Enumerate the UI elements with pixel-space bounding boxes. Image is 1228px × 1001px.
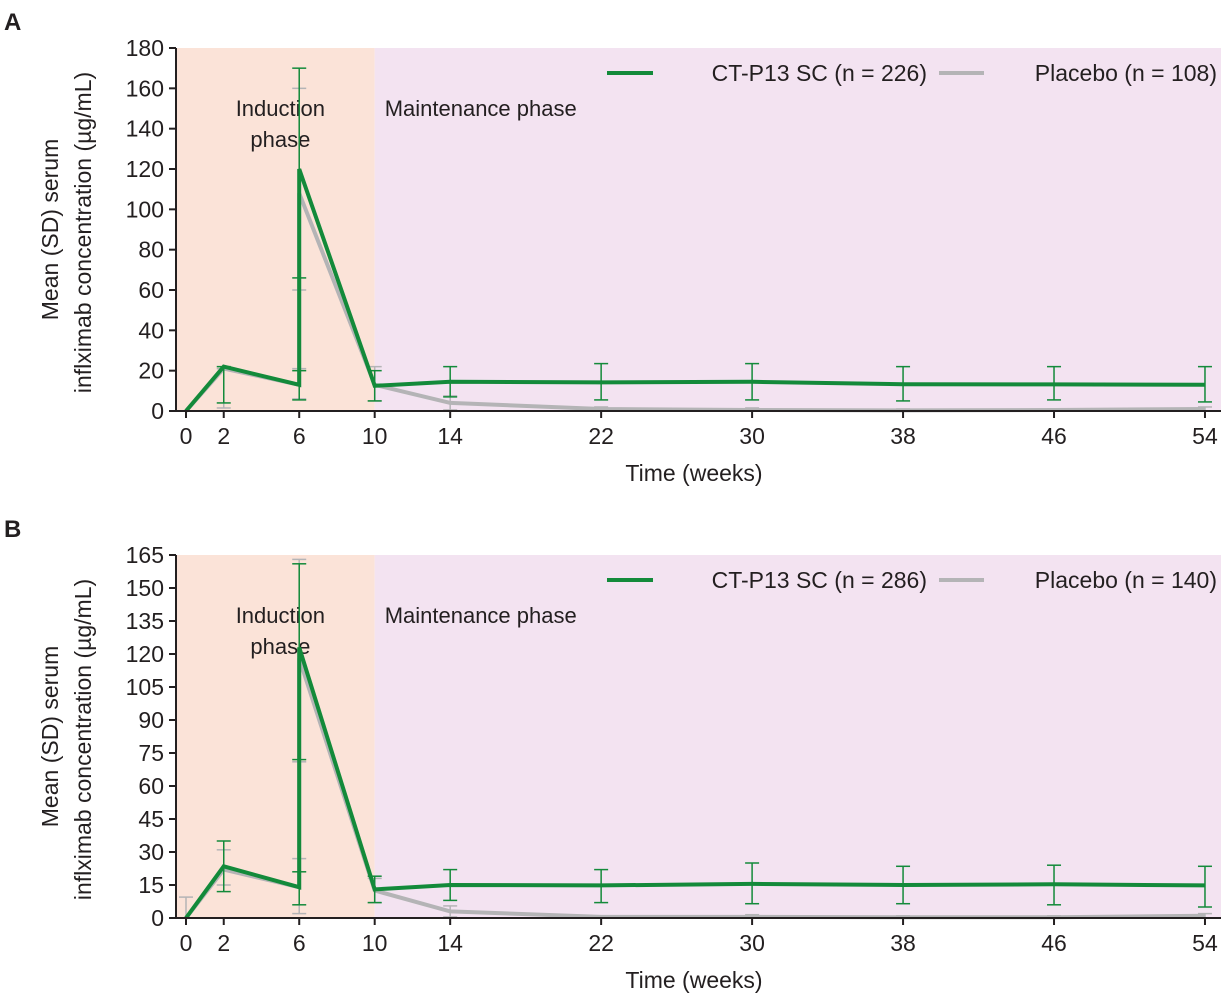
y-tick-label: 80 — [138, 237, 164, 263]
x-axis-title: Time (weeks) — [625, 460, 762, 486]
legend-label-placebo: Placebo (n = 108) — [1035, 60, 1217, 86]
phase-backgrounds — [176, 555, 1221, 918]
induction-phase-label-line2: phase — [250, 127, 310, 152]
y-axis-title: Mean (SD) serum inflximab concentration … — [37, 579, 96, 900]
x-tick-label: 46 — [1041, 930, 1067, 956]
maintenance-phase-label: Maintenance phase — [385, 603, 577, 628]
series-ctp13 — [184, 563, 1212, 920]
y-tick-label: 100 — [126, 196, 164, 222]
x-tick-label: 38 — [890, 423, 916, 449]
x-tick-label: 54 — [1192, 930, 1218, 956]
y-tick-label: 180 — [126, 35, 164, 61]
x-tick-label: 38 — [890, 930, 916, 956]
legend: CT-P13 SC (n = 226) Placebo (n = 108) — [607, 60, 1217, 86]
y-tick-label: 90 — [138, 707, 164, 733]
y-axis-title-line1: Mean (SD) serum — [37, 646, 63, 827]
maintenance-phase-background — [374, 555, 1221, 918]
x-tick-label: 6 — [293, 930, 306, 956]
panel-letter: A — [4, 9, 21, 36]
legend-label-ctp13: CT-P13 SC (n = 286) — [712, 567, 927, 593]
y-tick-label: 160 — [126, 75, 164, 101]
x-tick-label: 2 — [217, 930, 230, 956]
x-tick-label: 0 — [180, 423, 193, 449]
y-tick-label: 120 — [126, 156, 164, 182]
y-tick-label: 135 — [126, 608, 164, 634]
y-tick-label: 75 — [138, 740, 164, 766]
y-tick-label: 0 — [151, 905, 164, 931]
y-tick-label: 30 — [138, 839, 164, 865]
panel-b: B Induction phase Maintenance phase CT-P… — [4, 516, 1221, 993]
x-tick-label: 30 — [739, 930, 765, 956]
x-tick-label: 6 — [293, 423, 306, 449]
phase-labels: Induction phase Maintenance phase — [236, 603, 577, 659]
induction-phase-label-line1: Induction — [236, 96, 325, 121]
x-tick-label: 22 — [588, 930, 614, 956]
x-tick-label: 14 — [437, 423, 463, 449]
y-tick-label: 140 — [126, 116, 164, 142]
phase-labels: Induction phase Maintenance phase — [236, 96, 577, 152]
x-tick-label: 54 — [1192, 423, 1218, 449]
legend: CT-P13 SC (n = 286) Placebo (n = 140) — [607, 567, 1217, 593]
x-tick-label: 10 — [362, 930, 388, 956]
induction-phase-background — [176, 48, 375, 411]
x-tick-label: 22 — [588, 423, 614, 449]
x-tick-label: 2 — [217, 423, 230, 449]
panel-a: A Induction phase Maintenance phase CT-P… — [4, 9, 1221, 486]
x-tick-label: 14 — [437, 930, 463, 956]
maintenance-phase-label: Maintenance phase — [385, 96, 577, 121]
y-tick-label: 60 — [138, 277, 164, 303]
y-tick-label: 40 — [138, 317, 164, 343]
y-axis-title-line1: Mean (SD) serum — [37, 139, 63, 320]
y-tick-label: 20 — [138, 358, 164, 384]
y-tick-label: 150 — [126, 575, 164, 601]
panel-letter: B — [4, 516, 21, 543]
y-tick-label: 120 — [126, 641, 164, 667]
phase-backgrounds — [176, 48, 1221, 411]
y-tick-label: 45 — [138, 806, 164, 832]
induction-phase-background — [176, 555, 375, 918]
x-tick-label: 10 — [362, 423, 388, 449]
x-axis-title: Time (weeks) — [625, 967, 762, 993]
y-axis-title-line2: inflximab concentration (µg/mL) — [70, 72, 96, 393]
y-tick-label: 60 — [138, 773, 164, 799]
legend-label-placebo: Placebo (n = 140) — [1035, 567, 1217, 593]
series-ctp13 — [184, 67, 1212, 413]
x-tick-label: 30 — [739, 423, 765, 449]
legend-label-ctp13: CT-P13 SC (n = 226) — [712, 60, 927, 86]
y-axis-title: Mean (SD) serum inflximab concentration … — [37, 72, 96, 393]
y-tick-label: 165 — [126, 542, 164, 568]
induction-phase-label-line1: Induction — [236, 603, 325, 628]
y-tick-label: 15 — [138, 872, 164, 898]
maintenance-phase-background — [374, 48, 1221, 411]
y-tick-label: 105 — [126, 674, 164, 700]
x-tick-label: 46 — [1041, 423, 1067, 449]
y-axis-title-line2: inflximab concentration (µg/mL) — [70, 579, 96, 900]
x-tick-label: 0 — [180, 930, 193, 956]
y-tick-label: 0 — [151, 398, 164, 424]
